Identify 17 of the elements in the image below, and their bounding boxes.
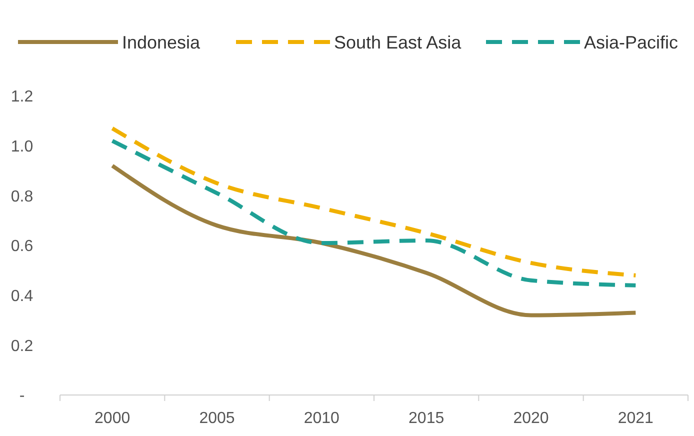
x-tick-label: 2010: [304, 410, 340, 427]
y-tick-label: -: [19, 388, 25, 405]
x-tick-label: 2021: [618, 410, 654, 427]
y-tick-label: 1.0: [10, 138, 34, 156]
y-tick-label: 0.4: [10, 288, 34, 305]
x-tick-label: 2020: [513, 410, 549, 427]
legend-label: Asia-Pacific: [584, 32, 678, 52]
legend-label: Indonesia: [122, 32, 202, 52]
y-tick-label: 0.8: [10, 188, 34, 206]
legend-label: South East Asia: [334, 32, 462, 52]
x-tick-label: 2005: [199, 410, 235, 427]
y-tick-label: 0.6: [10, 238, 34, 256]
line-series: [110, 164, 638, 318]
x-tick-label: 2000: [94, 410, 130, 427]
x-tick-label: 2015: [408, 410, 444, 427]
y-tick-label: 0.2: [10, 338, 34, 355]
y-tick-label: 1.2: [10, 88, 34, 106]
